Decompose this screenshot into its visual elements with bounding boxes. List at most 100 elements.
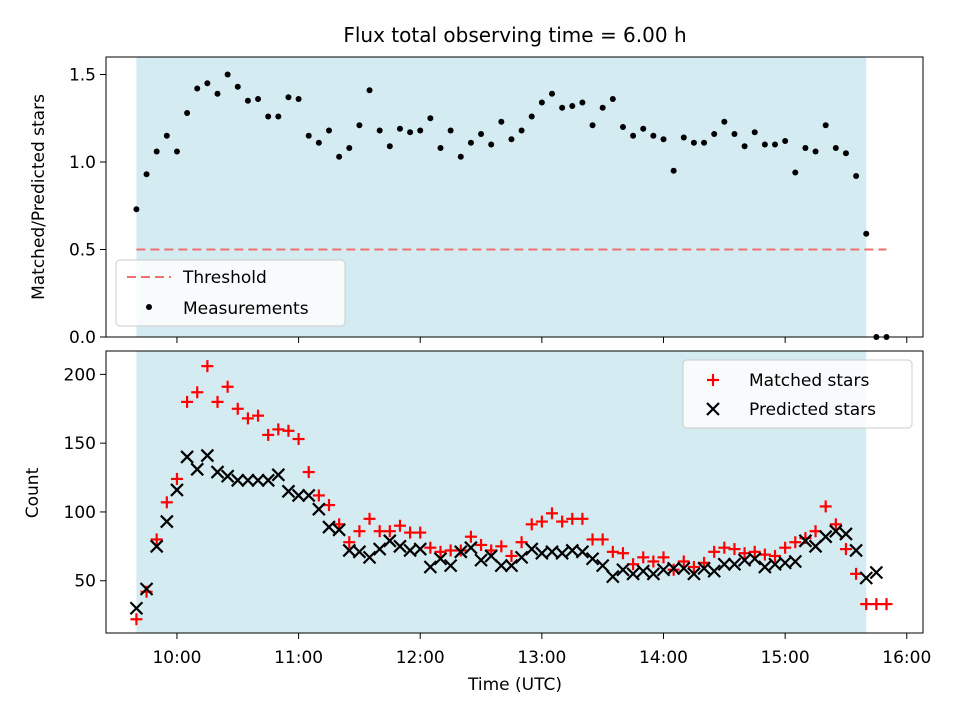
- predicted-star-point: [220, 469, 235, 483]
- predicted-star-point: [453, 545, 468, 559]
- measurement-point: [366, 87, 373, 94]
- matched-star-point: [181, 395, 194, 408]
- predicted-star-point: [372, 542, 387, 556]
- matched-star-point: [515, 536, 528, 549]
- matched-star-point: [373, 525, 386, 538]
- measurement-point: [711, 131, 718, 137]
- measurement-point: [396, 125, 403, 132]
- count-y-tick-label: 150: [64, 434, 96, 454]
- measurement-point: [194, 85, 201, 92]
- matched-star-point: [647, 555, 660, 568]
- matched-star-point: [282, 424, 295, 437]
- measurement-point: [498, 118, 505, 125]
- matched-star-point: [221, 380, 234, 393]
- measurement-point: [214, 90, 221, 97]
- measurement-point: [853, 173, 860, 179]
- matched-star-point: [383, 525, 396, 538]
- matched-star-point: [302, 466, 315, 479]
- measurement-point: [569, 103, 576, 109]
- measurement-point: [640, 125, 647, 132]
- ratio-y-tick-label: 0.5: [69, 241, 96, 261]
- count-y-ticks: 50 100 150 200: [64, 365, 106, 592]
- matched-star-point: [252, 409, 265, 422]
- predicted-star-point: [697, 561, 711, 576]
- matched-star-point: [130, 613, 143, 626]
- measurement-point: [782, 138, 789, 144]
- measurement-point: [255, 96, 262, 102]
- time-x-tick-label: 15:00: [761, 648, 810, 668]
- predicted-star-point: [524, 542, 539, 556]
- measurement-point: [772, 141, 779, 148]
- measurement-point: [589, 122, 596, 129]
- predicted-star-point: [717, 557, 732, 571]
- time-x-tick-label: 12:00: [396, 648, 445, 668]
- matched-star-point: [495, 540, 508, 553]
- measurement-point: [741, 143, 748, 150]
- predicted-star-point: [788, 554, 803, 569]
- measurement-point: [163, 132, 170, 139]
- measurement-point: [173, 148, 180, 155]
- measurement-point: [295, 96, 302, 102]
- matched-star-point: [353, 525, 366, 538]
- measurement-point: [437, 145, 444, 151]
- measurement-point: [417, 127, 424, 134]
- matched-star-point: [606, 545, 619, 558]
- measurement-point: [315, 139, 322, 146]
- matched-star-point: [312, 489, 325, 502]
- matched-star-point: [201, 360, 214, 373]
- measurement-point: [224, 71, 231, 78]
- predicted-star-point: [291, 488, 306, 503]
- predicted-star-point: [474, 553, 488, 567]
- measurement-point: [731, 131, 738, 137]
- time-x-tick-label: 13:00: [517, 648, 566, 668]
- matched-star-point: [434, 545, 447, 558]
- predicted-star-point: [230, 473, 245, 488]
- measurement-point: [153, 148, 160, 155]
- measurement-point: [457, 153, 464, 160]
- ratio-y-tick-label: 1.0: [69, 153, 96, 173]
- predicted-star-point: [849, 543, 863, 558]
- predicted-star-point: [149, 539, 164, 554]
- matched-star-point: [870, 598, 883, 611]
- matched-star-point: [262, 428, 275, 441]
- measurement-point: [690, 139, 697, 146]
- predicted-star-point: [869, 565, 884, 580]
- legend-measurements-label: Measurements: [183, 299, 309, 319]
- measurement-point: [599, 104, 606, 111]
- measurement-point: [721, 118, 728, 125]
- predicted-star-point: [818, 529, 833, 544]
- predicted-star-point: [616, 562, 630, 577]
- matched-star-point: [150, 533, 163, 546]
- predicted-star-point: [504, 558, 519, 573]
- matched-star-point: [779, 541, 792, 554]
- matched-star-point: [393, 519, 406, 532]
- predicted-star-point: [190, 462, 205, 477]
- predicted-star-point: [677, 561, 691, 576]
- predicted-star-point: [271, 468, 286, 482]
- predicted-star-point: [383, 534, 397, 548]
- measurement-point: [863, 230, 870, 237]
- measurement-point: [184, 110, 191, 116]
- predicted-star-point: [139, 582, 154, 596]
- predicted-star-point: [464, 540, 478, 555]
- predicted-star-point: [322, 520, 336, 534]
- predicted-star-point: [241, 473, 255, 488]
- matched-star-point: [718, 541, 731, 554]
- measurement-point: [478, 131, 485, 137]
- count-legend-box: [682, 359, 913, 429]
- measurement-point: [244, 97, 251, 104]
- measurement-point: [528, 113, 535, 120]
- ratio-y-tick-label: 0.0: [69, 328, 96, 348]
- matched-star-point: [292, 433, 305, 446]
- matched-star-point: [758, 548, 771, 561]
- predicted-star-point: [839, 527, 853, 541]
- ratio-legend: Threshold Measurements: [115, 259, 346, 327]
- measurement-point: [802, 145, 809, 151]
- matched-star-point: [475, 538, 488, 551]
- measurement-point: [538, 99, 545, 106]
- measurement-point: [579, 99, 586, 106]
- predicted-star-point: [585, 551, 600, 566]
- legend-matched-swatch: [707, 374, 719, 386]
- legend-threshold-label: Threshold: [182, 268, 267, 288]
